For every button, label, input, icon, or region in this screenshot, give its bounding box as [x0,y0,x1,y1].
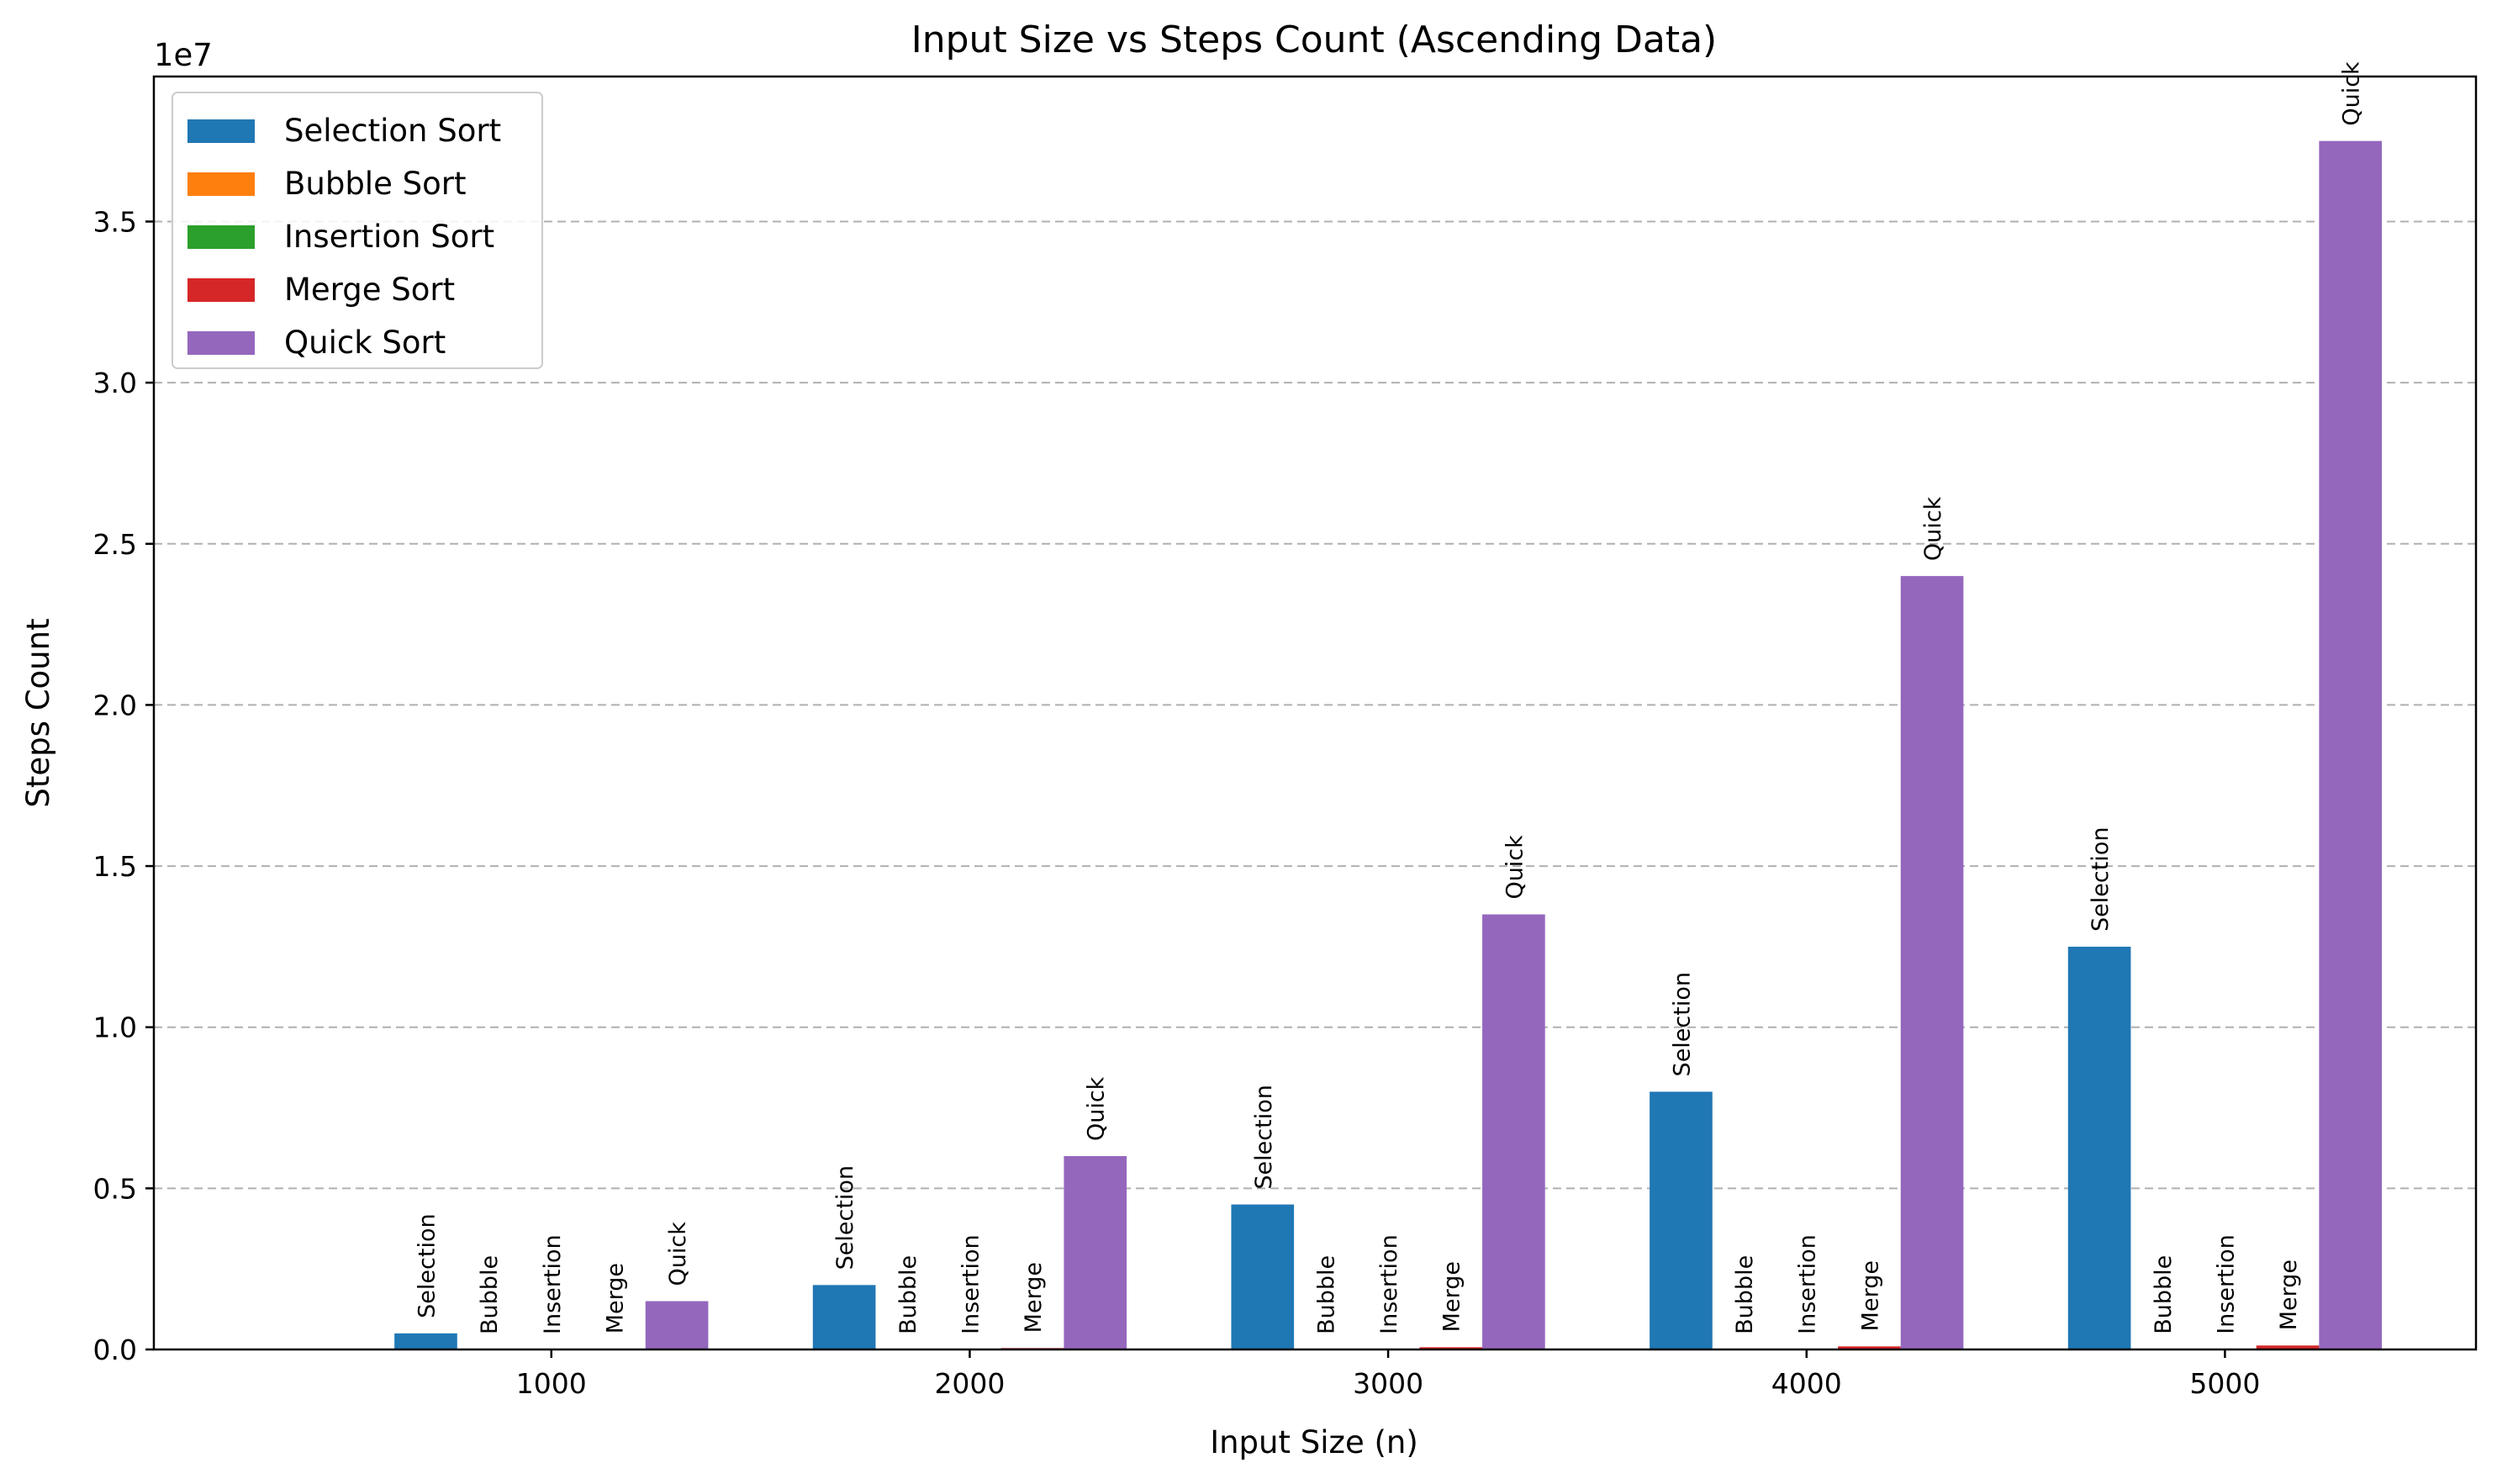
legend-swatch [187,225,255,249]
bar-labels: Selection Selection Selection Selection Sele… [414,61,2364,1334]
y-tick-label: 1.5 [93,850,137,883]
bar-label: Merge [1439,1261,1465,1332]
grid [154,220,2476,1190]
bar-label: Insertion [1376,1234,1402,1334]
bar-label: Merge [1857,1260,1883,1331]
legend-label: Bubble Sort [284,166,466,202]
bar [2319,140,2383,1350]
bar-label: Selection [414,1213,440,1318]
bar [2067,946,2131,1349]
bar-label: Quick [1920,496,1946,561]
bar-label: Quick [665,1222,691,1286]
bar-label: Bubble [895,1255,921,1334]
bar-label: Quick [1084,1076,1110,1141]
bar [1650,1091,1713,1349]
bar-label: Insertion [1795,1234,1821,1334]
x-tick-label: 3000 [1353,1367,1423,1400]
x-axis-label: Input Size (n) [1210,1424,1418,1460]
plot-frame [152,75,2478,1351]
legend-swatch [187,278,255,302]
bar [394,1333,457,1349]
legend-label: Quick Sort [284,325,446,361]
bar-label: Bubble [477,1255,503,1334]
bar [1419,1347,1483,1349]
bar-label: Selection [1669,972,1695,1076]
bar-label: Selection [832,1165,858,1270]
bar-label: Bubble [2151,1255,2177,1334]
x-tick-label: 4000 [1771,1367,1842,1400]
bar [1064,1156,1127,1349]
legend-label: Selection Sort [284,113,501,149]
y-tick-label: 3.5 [93,205,137,238]
bar [1231,1204,1295,1349]
bar-label: Merge [602,1263,628,1333]
bar-label: Insertion [2213,1234,2239,1334]
bar-label: Bubble [1313,1255,1339,1334]
bar-label: Insertion [540,1234,566,1334]
legend-swatch [187,172,255,196]
y-tick-label: 2.5 [93,528,137,561]
legend-label: Insertion Sort [284,219,494,255]
bar-label: Bubble [1732,1255,1758,1334]
bar [2256,1345,2320,1349]
legend-swatch [187,119,255,143]
legend-swatch [187,331,255,355]
y-tick-label: 0.5 [93,1172,137,1205]
legend-box [172,92,543,369]
bar-label: Merge [2276,1260,2302,1330]
y-axis-label: Steps Count [20,618,56,807]
bar-label: Merge [1021,1262,1047,1333]
y-scale-label: 1e7 [154,37,213,73]
chart-title: Input Size vs Steps Count (Ascending Dat… [911,18,1717,61]
y-tick-label: 2.0 [93,689,137,721]
y-axis: 0.0 0.5 1.0 1.5 2.0 2.5 3.0 3.5 [93,205,154,1366]
legend-label: Merge Sort [284,272,455,308]
bar [1900,576,1964,1349]
bar-label: Insertion [958,1234,984,1334]
bar-label: Selection [1251,1085,1277,1189]
bar-label: Quick [2339,61,2365,126]
x-tick-label: 1000 [516,1367,587,1400]
bar-label: Selection [2088,827,2114,932]
x-tick-label: 5000 [2189,1367,2260,1400]
bar [645,1301,709,1349]
bar [1482,914,1545,1349]
x-axis: 1000 2000 3000 4000 5000 [516,1349,2260,1400]
x-tick-label: 2000 [934,1367,1005,1400]
bar-label: Quick [1502,835,1528,900]
legend: Selection Sort Bubble Sort Insertion Sort M… [172,92,543,369]
y-tick-label: 3.0 [93,367,137,399]
y-tick-label: 1.0 [93,1011,137,1044]
bar [812,1285,876,1349]
y-tick-label: 0.0 [93,1333,137,1366]
bar [1838,1346,1901,1349]
